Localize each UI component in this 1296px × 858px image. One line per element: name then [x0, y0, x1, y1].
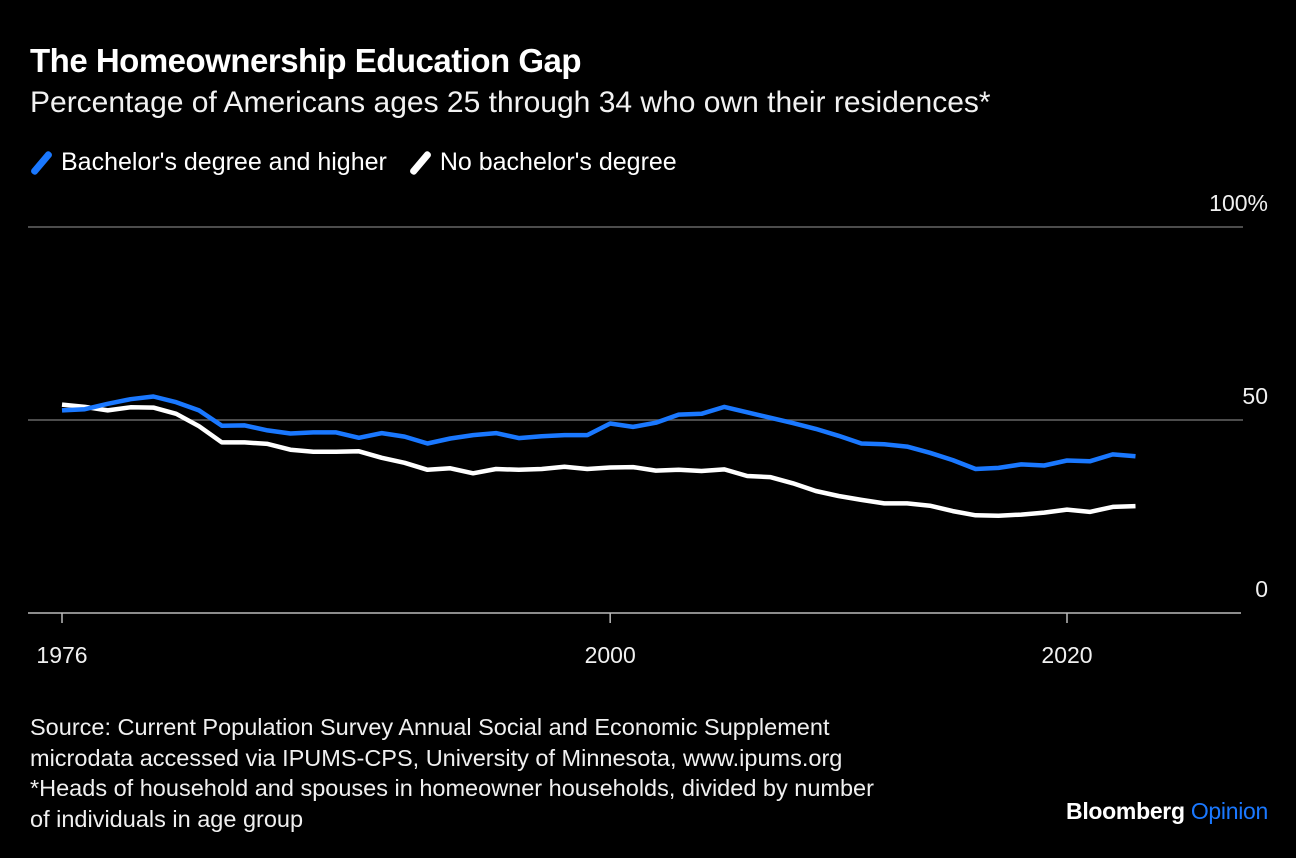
brand-name: Bloomberg	[1066, 798, 1185, 824]
y-tick-label-50: 50	[1242, 383, 1268, 409]
series-line-bachelors	[61, 394, 1136, 472]
source-footnote: Source: Current Population Survey Annual…	[30, 712, 874, 834]
x-tick-label-2020: 2020	[1041, 642, 1092, 668]
chart-title: The Homeownership Education Gap	[30, 42, 582, 79]
legend-item-no-bachelors: No bachelor's degree	[408, 148, 677, 177]
legend-item-bachelors: Bachelor's degree and higher	[29, 148, 387, 177]
line-chart: 0 50 100% 1976 2000 2020	[28, 190, 1268, 668]
legend-label-no-bachelors: No bachelor's degree	[439, 148, 677, 176]
legend: Bachelor's degree and higher No bachelor…	[29, 148, 699, 177]
bloomberg-opinion-logo: Bloomberg Opinion	[1066, 798, 1268, 825]
series-line-no-bachelors	[61, 402, 1136, 518]
note-line-2: of individuals in age group	[30, 805, 304, 832]
source-line-1: Source: Current Population Survey Annual…	[30, 714, 830, 740]
chart-subtitle: Percentage of Americans ages 25 through …	[30, 86, 991, 119]
note-line-1: *Heads of household and spouses in homeo…	[30, 775, 874, 801]
legend-label-bachelors: Bachelor's degree and higher	[61, 148, 387, 176]
x-tick-label-1976: 1976	[36, 642, 87, 668]
y-tick-label-100: 100%	[1209, 190, 1268, 216]
brand-suffix: Opinion	[1190, 798, 1268, 824]
source-line-2: microdata accessed via IPUMS-CPS, Univer…	[30, 744, 843, 771]
x-tick-label-2000: 2000	[585, 642, 636, 668]
y-tick-label-0: 0	[1255, 576, 1268, 602]
